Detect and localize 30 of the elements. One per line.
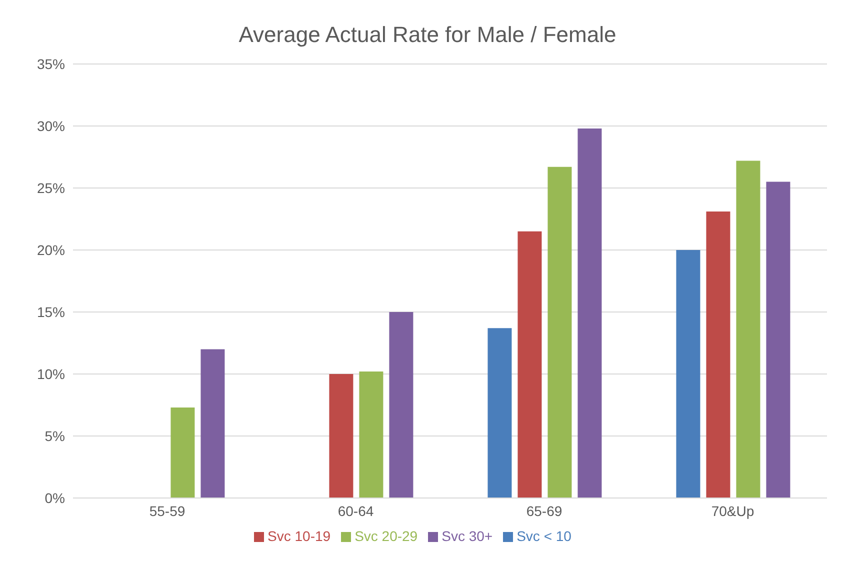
legend-label: Svc 30+ [442,528,493,544]
bar [329,374,354,498]
x-tick-label: 65-69 [526,502,562,519]
x-tick-label: 55-59 [149,502,186,519]
bar [676,250,700,498]
y-tick-label: 0% [44,490,65,506]
y-tick-label: 10% [36,366,65,382]
bar [170,407,195,498]
bar [200,349,225,498]
bar [548,166,572,498]
y-tick-label: 15% [36,304,65,320]
legend-label: Svc < 10 [516,528,572,544]
bar [488,328,512,498]
legend-label: Svc 20-29 [354,528,418,544]
legend-label: Svc 10-19 [268,528,331,544]
x-tick-label: 60-64 [338,502,374,519]
bar [359,372,384,498]
bar [736,160,760,498]
bar [706,212,730,498]
y-tick-label: 30% [36,118,65,134]
x-tick-label: 70&Up [711,502,754,519]
y-tick-label: 20% [36,242,65,258]
bar [389,312,414,498]
bar [766,182,790,498]
y-tick-label: 5% [44,428,65,444]
y-tick-label: 25% [36,180,65,196]
y-tick-label: 35% [36,56,65,72]
chart-title: Average Actual Rate for Male / Female [238,21,618,49]
bar [518,231,542,498]
bar [578,128,602,498]
